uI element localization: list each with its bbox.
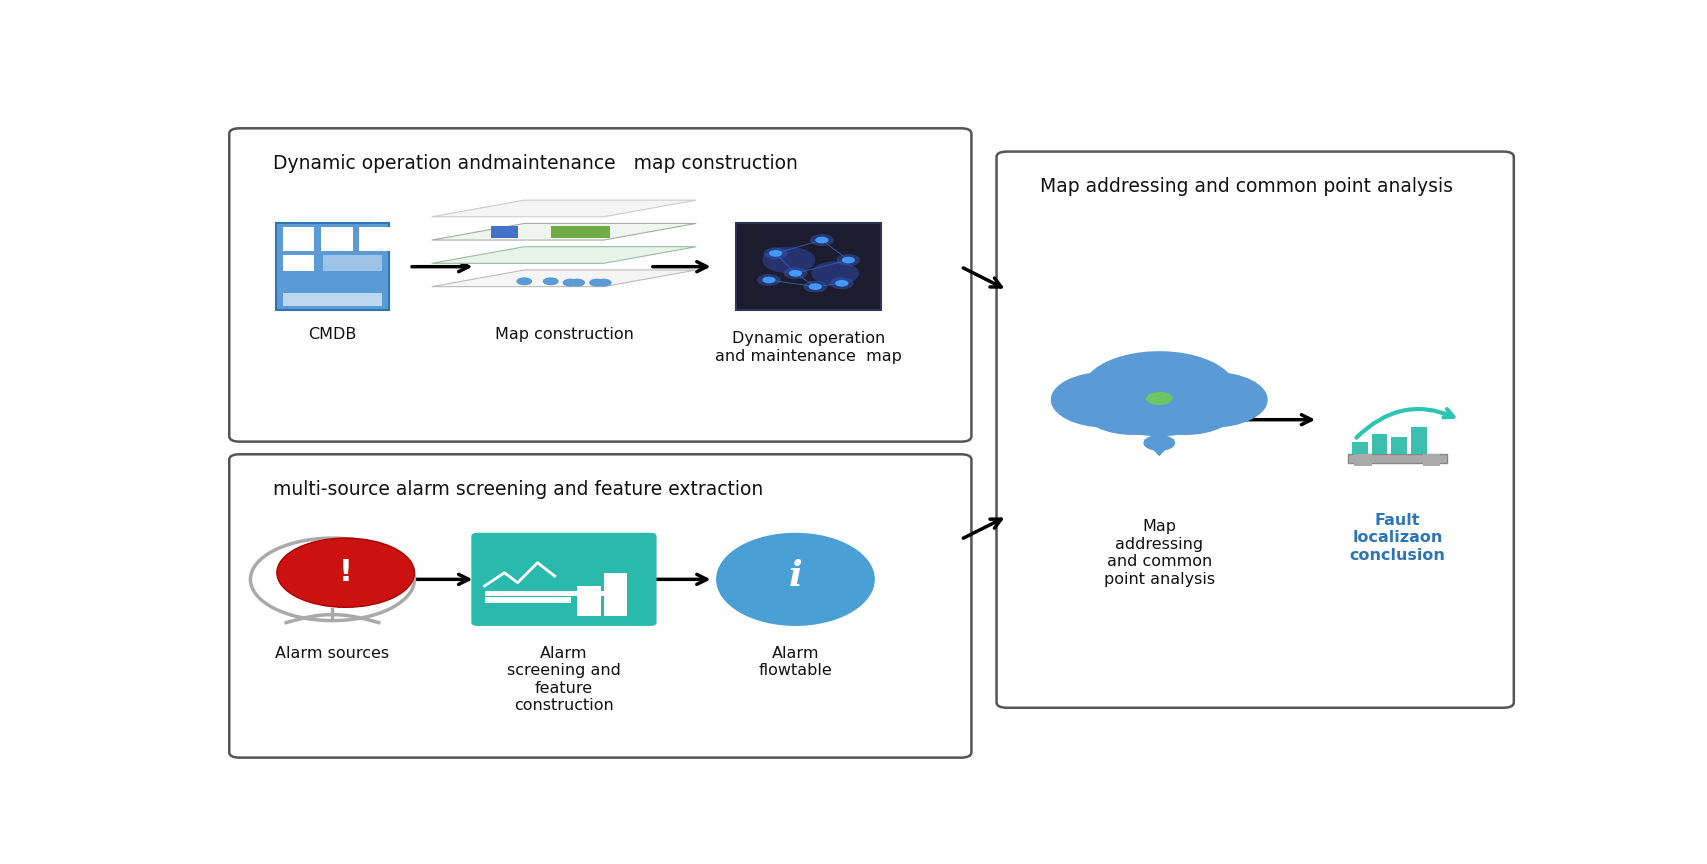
- Bar: [1349, 454, 1448, 463]
- Circle shape: [842, 257, 855, 264]
- Circle shape: [596, 279, 611, 287]
- Circle shape: [784, 267, 807, 279]
- Text: Dynamic operation
and maintenance  map: Dynamic operation and maintenance map: [715, 331, 901, 364]
- Circle shape: [1082, 384, 1183, 435]
- Bar: [277, 224, 389, 310]
- Circle shape: [768, 250, 782, 257]
- FancyBboxPatch shape: [229, 454, 971, 758]
- Bar: [577, 586, 601, 616]
- Circle shape: [809, 283, 823, 290]
- Bar: [1391, 437, 1407, 454]
- Text: !: !: [338, 558, 353, 588]
- Circle shape: [1092, 370, 1226, 436]
- Circle shape: [277, 538, 415, 607]
- Bar: [1086, 403, 1232, 423]
- Circle shape: [563, 279, 579, 287]
- Ellipse shape: [717, 533, 876, 626]
- Bar: [1372, 434, 1388, 454]
- Circle shape: [789, 270, 802, 276]
- Circle shape: [816, 237, 828, 244]
- Circle shape: [1082, 351, 1236, 429]
- Bar: [321, 227, 353, 251]
- FancyBboxPatch shape: [471, 533, 657, 626]
- Circle shape: [568, 279, 586, 287]
- Circle shape: [763, 276, 775, 283]
- FancyBboxPatch shape: [229, 128, 971, 442]
- Bar: [1424, 454, 1441, 466]
- Text: Map addressing and common point analysis: Map addressing and common point analysis: [1040, 177, 1453, 196]
- Circle shape: [804, 281, 828, 293]
- Circle shape: [516, 277, 533, 285]
- Circle shape: [1052, 372, 1162, 428]
- Bar: [1354, 454, 1372, 466]
- Bar: [1412, 427, 1427, 454]
- Circle shape: [835, 280, 848, 287]
- Bar: [736, 224, 881, 310]
- Circle shape: [811, 234, 833, 246]
- Polygon shape: [432, 247, 696, 264]
- Bar: [551, 226, 611, 238]
- Circle shape: [811, 261, 859, 285]
- Circle shape: [763, 247, 787, 259]
- Polygon shape: [432, 224, 696, 240]
- Circle shape: [836, 254, 860, 266]
- Text: Alarm sources: Alarm sources: [275, 646, 389, 661]
- Text: Map construction: Map construction: [495, 327, 633, 341]
- Circle shape: [589, 279, 604, 287]
- Bar: [1151, 423, 1168, 443]
- Circle shape: [1144, 435, 1174, 451]
- FancyBboxPatch shape: [997, 151, 1514, 708]
- Bar: [1352, 442, 1367, 454]
- Bar: [283, 256, 314, 271]
- Circle shape: [763, 247, 816, 273]
- Polygon shape: [1144, 440, 1174, 456]
- Circle shape: [543, 277, 558, 285]
- Circle shape: [758, 274, 780, 286]
- Text: Map
addressing
and common
point analysis: Map addressing and common point analysis: [1104, 519, 1215, 587]
- Polygon shape: [432, 270, 696, 287]
- Text: Dynamic operation andmaintenance   map construction: Dynamic operation andmaintenance map con…: [273, 154, 797, 173]
- Text: i: i: [789, 559, 802, 593]
- Circle shape: [1135, 384, 1236, 435]
- Circle shape: [1157, 372, 1268, 428]
- Bar: [360, 227, 391, 251]
- Bar: [485, 597, 570, 603]
- Bar: [323, 256, 382, 271]
- Bar: [492, 226, 517, 238]
- Text: CMDB: CMDB: [309, 327, 357, 341]
- Bar: [283, 293, 382, 307]
- Text: Fault
localizaon
conclusion: Fault localizaon conclusion: [1350, 513, 1446, 562]
- Bar: [283, 227, 314, 251]
- Text: Alarm
flowtable: Alarm flowtable: [758, 646, 833, 678]
- Circle shape: [1145, 391, 1173, 405]
- Bar: [485, 591, 604, 596]
- Text: multi-source alarm screening and feature extraction: multi-source alarm screening and feature…: [273, 480, 763, 499]
- Circle shape: [830, 277, 854, 289]
- Text: Alarm
screening and
feature
construction: Alarm screening and feature construction: [507, 646, 621, 713]
- Polygon shape: [432, 200, 696, 217]
- Bar: [604, 573, 628, 616]
